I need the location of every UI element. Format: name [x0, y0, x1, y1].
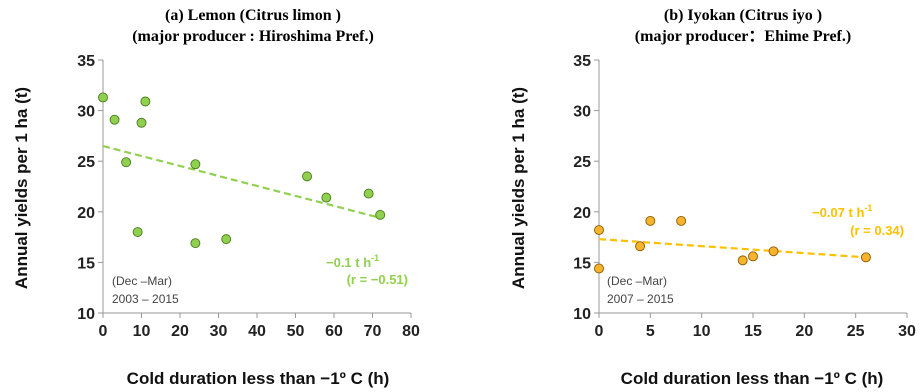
- data-point-b: [768, 246, 779, 257]
- marks-a: [98, 92, 386, 249]
- data-point-a: [302, 171, 312, 182]
- years-label-b: 2007 – 2015: [607, 292, 674, 306]
- x-tick-label-b: 20: [795, 323, 813, 340]
- data-point-b: [594, 225, 604, 235]
- x-tick-label-b: 5: [646, 323, 655, 340]
- trend-rate-a: −0.1 t h-1: [326, 253, 379, 270]
- data-point-a: [363, 188, 374, 199]
- chart-title-a: (a) Lemon (Citrus limon ): [165, 7, 341, 24]
- data-point-b: [737, 255, 748, 266]
- trend-rate-text-b: −0.07 t h: [812, 205, 864, 220]
- y-tick-label-b: 15: [573, 255, 591, 272]
- y-tick-label-b: 35: [573, 53, 591, 70]
- data-point-b: [594, 263, 604, 274]
- x-tick-label-b: 10: [693, 323, 711, 340]
- x-tick-label-b: 0: [595, 323, 604, 340]
- trend-rate-sup-a: -1: [371, 253, 379, 263]
- trend-rate-sup-b: -1: [864, 203, 872, 213]
- trend-line-b: [598, 238, 867, 259]
- x-tick-label-a: 20: [171, 323, 189, 340]
- y-tick-label-b: 20: [573, 205, 591, 222]
- x-axis-label-b: Cold duration less than −1º C (h): [621, 369, 884, 388]
- chart-panel-lemon: (a) Lemon (Citrus limon ) (major produce…: [12, 7, 420, 388]
- data-point-a: [121, 157, 132, 168]
- y-axis-label-a: Annual yields per 1 ha (t): [12, 87, 31, 289]
- data-point-a: [109, 114, 120, 125]
- data-point-a: [190, 238, 201, 249]
- trend-r-b: (r = 0.34): [850, 223, 904, 238]
- y-tick-label-b: 10: [573, 306, 591, 323]
- data-point-a: [140, 96, 151, 107]
- x-tick-label-a: 40: [248, 323, 266, 340]
- x-tick-label-b: 15: [744, 323, 762, 340]
- data-point-b: [635, 241, 646, 252]
- marks-b: [594, 215, 871, 274]
- chart-subtitle-b: (major producer：Ehime Pref.): [635, 28, 851, 45]
- y-axis-label-b: Annual yields per 1 ha (t): [509, 87, 528, 289]
- trend-rate-b: −0.07 t h-1: [812, 203, 872, 220]
- x-tick-label-a: 50: [287, 323, 305, 340]
- y-tick-label-a: 25: [77, 154, 95, 171]
- period-label-b: (Dec –Mar): [607, 274, 667, 288]
- trend-line-a: [102, 144, 381, 219]
- y-tick-label-a: 10: [77, 306, 95, 323]
- data-point-b: [676, 215, 687, 226]
- x-tick-label-b: 30: [898, 323, 916, 340]
- chart-title-b: (b) Iyokan (Citrus iyo ): [664, 7, 822, 24]
- y-tick-label-a: 35: [77, 53, 95, 70]
- chart-subtitle-a: (major producer : Hiroshima Pref.): [132, 28, 374, 45]
- y-tick-label-b: 30: [573, 104, 591, 121]
- data-point-b: [860, 252, 871, 263]
- x-tick-label-a: 70: [364, 323, 382, 340]
- x-tick-label-a: 30: [210, 323, 228, 340]
- x-tick-label-a: 10: [133, 323, 151, 340]
- data-point-b: [645, 215, 656, 226]
- data-point-a: [190, 159, 201, 170]
- trend-r-a: (r = −0.51): [347, 272, 408, 287]
- y-tick-label-b: 25: [573, 154, 591, 171]
- data-point-a: [132, 227, 143, 237]
- x-axis-label-a: Cold duration less than −1º C (h): [127, 369, 390, 388]
- data-point-a: [98, 92, 108, 103]
- axes-b: 10 15 20 25 30 35 0 5 10 15 20 25 30: [573, 53, 916, 340]
- period-label-a: (Dec –Mar): [112, 274, 172, 288]
- data-point-b: [748, 251, 758, 262]
- x-tick-label-a: 0: [99, 323, 108, 340]
- data-point-a: [375, 209, 386, 220]
- x-tick-label-a: 80: [402, 323, 420, 340]
- trend-rate-text-a: −0.1 t h: [326, 255, 371, 270]
- y-tick-label-a: 30: [77, 104, 95, 121]
- chart-panel-iyokan: (b) Iyokan (Citrus iyo ) (major producer…: [509, 7, 916, 388]
- y-tick-label-a: 20: [77, 205, 95, 222]
- x-tick-label-a: 60: [325, 323, 343, 340]
- y-tick-label-a: 15: [77, 255, 95, 272]
- data-point-a: [221, 234, 232, 245]
- data-point-a: [136, 117, 147, 128]
- years-label-a: 2003 – 2015: [112, 292, 179, 306]
- data-point-a: [321, 192, 332, 203]
- x-tick-label-b: 25: [847, 323, 865, 340]
